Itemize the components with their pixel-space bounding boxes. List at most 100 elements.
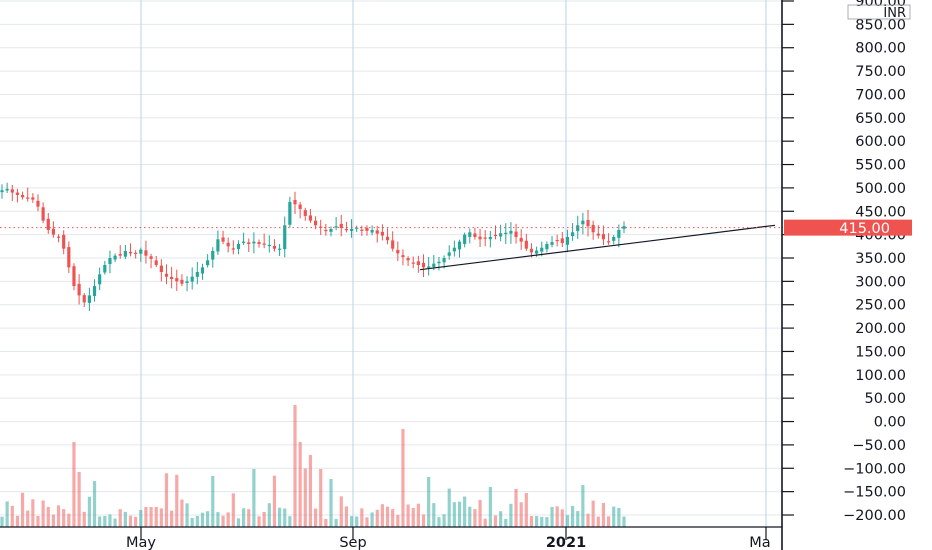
y-tick-label: 200.00 (855, 321, 906, 337)
candle (545, 241, 549, 253)
volume-bar (15, 515, 20, 527)
candle (488, 230, 492, 248)
candle (391, 231, 395, 252)
volume-bar (113, 518, 117, 527)
volume-bar (550, 506, 554, 527)
time-axis[interactable]: May Sep 2021 Ma (0, 526, 782, 550)
candle (596, 225, 600, 239)
volume-bar (62, 509, 66, 527)
volume-bar (581, 485, 585, 527)
candle-body (581, 220, 585, 225)
volume-bar (164, 473, 169, 527)
candle-body (391, 240, 395, 249)
candle (447, 245, 451, 260)
candle-body (427, 266, 431, 268)
volume-bar (154, 506, 158, 527)
candle-body (571, 232, 575, 236)
volume-bar (303, 468, 307, 527)
candle-body (293, 199, 297, 205)
candle-body (375, 230, 379, 234)
price-axis[interactable]: 900.00850.00800.00750.00700.00650.00600.… (781, 0, 912, 550)
volume-bar (499, 511, 503, 527)
candle-body (257, 242, 261, 244)
candle (134, 250, 138, 259)
candle-body (195, 272, 199, 277)
candle-body (139, 249, 143, 254)
candle-body (221, 237, 225, 242)
candle (154, 255, 158, 268)
candle (591, 220, 595, 240)
overlays (0, 224, 782, 271)
candle (231, 240, 235, 255)
candle (355, 225, 359, 232)
candle (586, 209, 590, 237)
volume-bar (617, 507, 621, 527)
candle-body (242, 241, 246, 243)
candle-body (277, 248, 282, 250)
volume-bar (283, 508, 287, 527)
candle (62, 230, 66, 255)
candle (473, 227, 477, 240)
candle (277, 243, 282, 256)
candle (247, 238, 251, 253)
y-tick-label: 700.00 (855, 87, 906, 103)
candle-body (483, 237, 487, 239)
volume-bar (529, 516, 534, 527)
candle (56, 234, 61, 243)
volume-bar (457, 501, 462, 527)
volume-bar (31, 499, 35, 527)
candle-body (313, 220, 318, 226)
candle-body (170, 276, 174, 280)
candle (416, 255, 420, 273)
volume-bar (524, 492, 528, 527)
candle (170, 266, 174, 289)
y-tick-label: 800.00 (855, 41, 906, 57)
candle-body (535, 250, 539, 254)
candle-body (72, 266, 76, 287)
candle (463, 232, 467, 248)
volume-bar (262, 511, 266, 527)
trend-line[interactable] (419, 224, 776, 271)
volume-bar (118, 509, 122, 527)
candle (303, 207, 307, 221)
candle-body (529, 248, 534, 253)
candle (468, 228, 472, 244)
candle (77, 274, 81, 305)
volume-bar (606, 516, 611, 527)
volume-bar (447, 488, 451, 527)
candle (375, 225, 379, 243)
candle-body (334, 226, 338, 228)
currency-label: INR (883, 6, 906, 21)
candle-body (252, 241, 256, 244)
volume-bar (622, 516, 626, 527)
last-price-label: 415.00 (839, 221, 890, 237)
candle-body (324, 229, 328, 232)
volume-bar (82, 511, 86, 527)
candle (406, 256, 410, 266)
candle (103, 260, 107, 275)
candle-body (586, 219, 590, 227)
candle (524, 233, 528, 251)
candle (257, 239, 261, 248)
volume-bar (514, 489, 518, 527)
y-tick-label: 350.00 (855, 251, 906, 267)
volume-bar (535, 516, 539, 527)
volume-bar (463, 496, 467, 527)
volume-bar (190, 517, 194, 527)
candle-body (622, 226, 626, 229)
candle-body (272, 245, 277, 249)
candle (571, 223, 575, 241)
candle-body (617, 229, 621, 238)
candle (221, 230, 225, 245)
candle-body (416, 261, 420, 266)
candle-body (164, 273, 169, 277)
candle-body (612, 236, 616, 241)
candle-body (355, 227, 359, 229)
volume-bar (87, 496, 91, 527)
candle-body (370, 229, 374, 233)
candle-body (154, 260, 158, 266)
volume-bar (545, 517, 549, 527)
y-tick-label: −200.00 (843, 508, 906, 524)
y-tick-label: −50.00 (852, 438, 906, 454)
